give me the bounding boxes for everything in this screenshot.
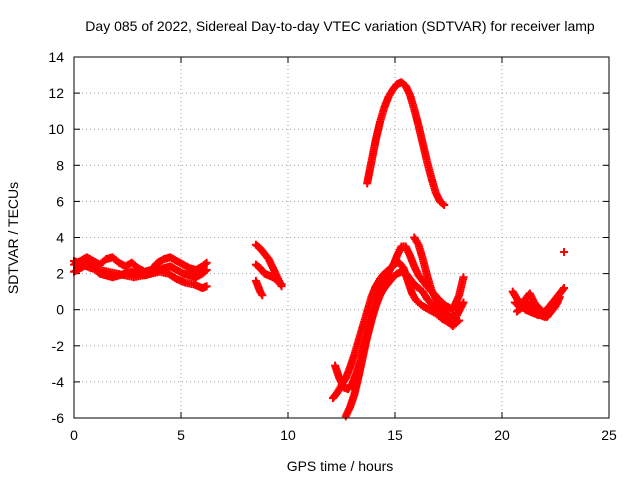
data-point (455, 316, 464, 325)
series-track-10 (341, 267, 464, 421)
series-track-5 (251, 260, 286, 289)
y-axis-label: SDTVAR / TECUs (5, 182, 21, 294)
y-tick-label: 0 (56, 302, 64, 318)
data-point (459, 273, 468, 282)
data-point (202, 282, 211, 291)
y-tick-label: 14 (48, 49, 64, 65)
y-tick-label: 6 (56, 193, 64, 209)
data-point (453, 317, 462, 326)
series-track-7 (363, 78, 449, 210)
y-tick-label: -2 (52, 338, 65, 354)
x-tick-label: 10 (280, 427, 296, 443)
data-point (202, 258, 211, 267)
x-tick-label: 25 (601, 427, 617, 443)
y-tick-label: 2 (56, 266, 64, 282)
y-tick-label: 12 (48, 85, 64, 101)
x-tick-label: 15 (387, 427, 403, 443)
grid (74, 57, 609, 418)
series-track-15 (560, 247, 569, 256)
data-point (276, 279, 285, 288)
y-tick-label: -4 (52, 374, 65, 390)
y-tick-label: 8 (56, 157, 64, 173)
data-point (555, 293, 564, 302)
series-track-11 (410, 233, 468, 321)
data-point (438, 199, 447, 208)
data-point (459, 298, 468, 307)
data-point (258, 291, 267, 300)
plot-frame (73, 56, 610, 419)
x-axis-label: GPS time / hours (287, 458, 394, 474)
chart-title: Day 085 of 2022, Sidereal Day-to-day VTE… (85, 18, 595, 34)
data-point (202, 265, 211, 274)
y-tick-label: 10 (48, 121, 64, 137)
data-point (558, 285, 567, 294)
data-series (70, 78, 569, 421)
series-track-3 (70, 256, 211, 293)
x-tick-label: 0 (70, 427, 78, 443)
x-tick-label: 5 (177, 427, 185, 443)
data-point (201, 267, 210, 276)
y-tick-label: 4 (56, 230, 64, 246)
axes: 0 5 10 15 20 25 -6 -4 -2 0 2 4 6 8 10 12 14 (48, 49, 617, 443)
data-point (277, 280, 286, 289)
data-point (201, 259, 210, 268)
y-tick-label: -6 (52, 410, 65, 426)
data-point (560, 284, 569, 293)
data-point (560, 247, 569, 256)
series-track-14 (512, 289, 564, 321)
x-tick-label: 20 (494, 427, 510, 443)
data-point (440, 201, 449, 210)
series-track-6 (251, 276, 267, 300)
